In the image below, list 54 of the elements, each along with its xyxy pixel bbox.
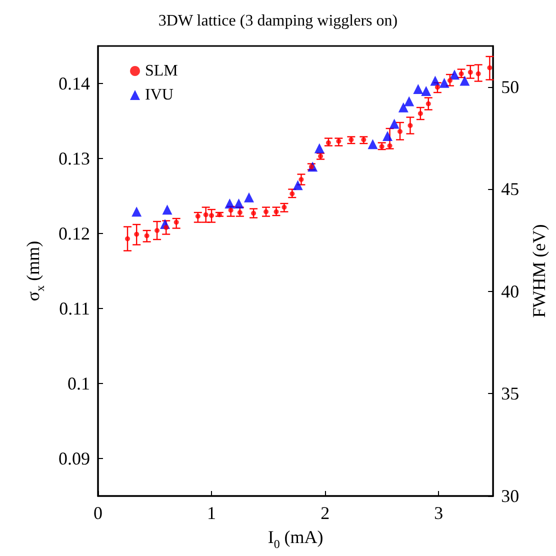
point [132, 206, 142, 217]
point [398, 102, 408, 112]
point [468, 70, 473, 75]
point [144, 233, 150, 238]
point [298, 177, 304, 182]
y2-tick-label: 50 [501, 76, 520, 97]
y2-tick-label: 45 [501, 179, 520, 200]
legend-label: IVU [145, 86, 174, 104]
point [460, 76, 470, 86]
point [195, 214, 200, 219]
point [209, 213, 214, 218]
y2-tick-label: 30 [501, 486, 520, 506]
point [244, 192, 254, 202]
y-tick-label: 0.12 [58, 224, 90, 244]
y2-tick-label: 40 [501, 281, 520, 302]
x-tick-label: 0 [94, 503, 102, 523]
point [398, 129, 402, 134]
legend-label: SLM [145, 62, 178, 80]
point [389, 118, 400, 129]
point [125, 236, 130, 242]
x-tick-label: 1 [207, 503, 216, 523]
point [382, 131, 393, 141]
point [430, 76, 440, 86]
point [134, 232, 140, 237]
point [426, 101, 431, 106]
y-tick-label: 0.11 [59, 298, 90, 318]
point [154, 228, 160, 233]
point [447, 78, 452, 83]
point [413, 84, 424, 94]
point [408, 123, 413, 128]
point [162, 204, 172, 215]
y-tick-label: 0.13 [58, 148, 90, 168]
chart-title: 3DW lattice (3 damping wigglers on) [158, 12, 398, 30]
y2-tick-label: 35 [501, 384, 520, 404]
point [439, 78, 450, 88]
point [314, 143, 324, 154]
y-axis-title: σx (mm) [23, 240, 47, 302]
x-tick-label: 3 [434, 503, 444, 523]
point [404, 96, 414, 106]
y-tick-label: 0.1 [68, 374, 90, 394]
point [292, 180, 303, 190]
point [434, 84, 440, 90]
point [203, 212, 208, 218]
point [487, 65, 492, 70]
point [164, 225, 169, 230]
x-tick-label: 2 [320, 503, 330, 523]
y2-axis-title: FWHM (eV) [529, 224, 549, 318]
y-tick-label: 0.09 [58, 448, 90, 468]
point [476, 71, 481, 76]
point [368, 139, 378, 150]
y-tick-label: 0.14 [58, 74, 90, 94]
point [418, 111, 423, 116]
point [450, 70, 460, 80]
point [421, 86, 432, 96]
